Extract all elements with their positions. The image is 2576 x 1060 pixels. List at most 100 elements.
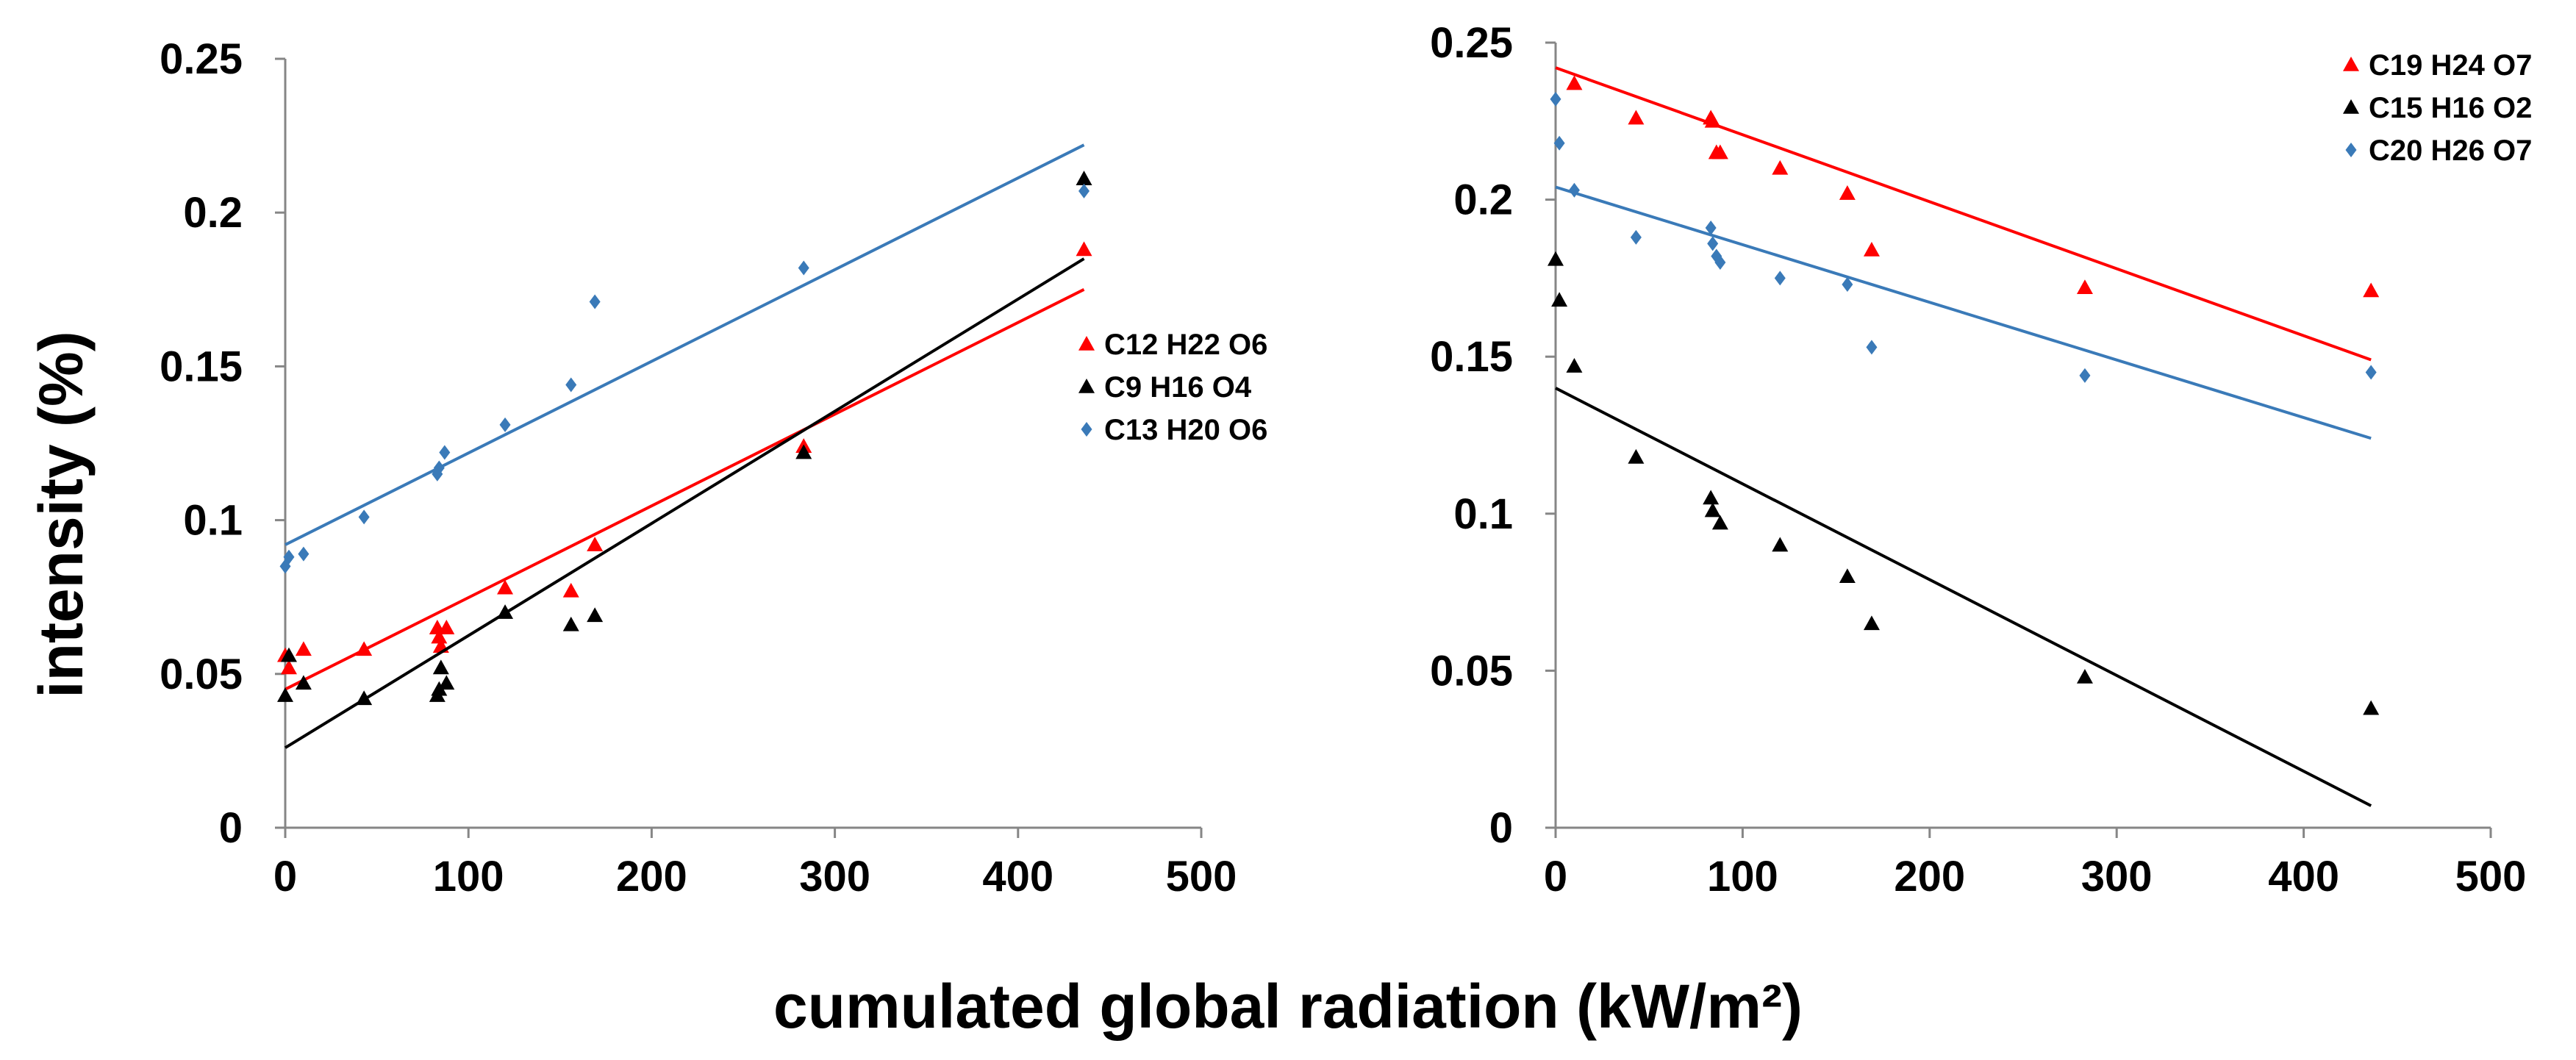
data-point	[1703, 490, 1720, 505]
data-point	[497, 579, 514, 595]
data-point	[439, 445, 451, 460]
data-point	[1076, 171, 1092, 185]
x-tick-label: 200	[616, 853, 687, 900]
data-point	[2363, 282, 2380, 298]
data-point	[438, 620, 455, 634]
trendline	[1555, 387, 2372, 807]
x-tick-label: 300	[2081, 853, 2153, 900]
y-tick-label: 0.25	[1430, 19, 1513, 67]
data-point	[497, 604, 514, 619]
legend-marker	[2343, 99, 2359, 114]
data-point	[295, 675, 312, 690]
data-point	[1711, 144, 1728, 160]
data-point	[298, 546, 310, 562]
y-tick-label: 0.1	[1453, 490, 1513, 538]
y-tick-label: 0.15	[160, 343, 243, 390]
trendline	[285, 143, 1085, 546]
x-tick-label: 500	[1166, 853, 1237, 900]
legend-label: C15 H16 O2	[2369, 92, 2532, 124]
x-tick-label: 400	[2268, 853, 2339, 900]
right-chart-panel: 0 0.05 0.1 0.15 0.2 0.25 0 100 200 300 400 500 C19 H…	[1430, 19, 2532, 900]
x-axis-title: cumulated global radiation (kW/m²)	[773, 972, 1803, 1041]
data-point	[295, 641, 312, 656]
data-point	[1704, 112, 1721, 128]
data-point	[1630, 229, 1642, 245]
data-point	[587, 607, 604, 623]
data-point	[1866, 340, 1878, 355]
legend-marker	[2343, 57, 2359, 71]
y-tick-label: 0.25	[160, 35, 243, 83]
data-point	[1707, 236, 1719, 251]
y-tick-label: 0.05	[160, 651, 243, 698]
data-point	[1566, 358, 1583, 373]
x-tick-label: 0	[1544, 853, 1567, 900]
data-point	[589, 294, 601, 309]
x-tick-label: 200	[1894, 853, 1965, 900]
data-point	[1076, 241, 1092, 257]
data-point	[283, 549, 295, 565]
data-point	[1842, 276, 1853, 292]
data-point	[1551, 292, 1568, 307]
data-point	[1553, 135, 1565, 151]
data-point	[280, 647, 297, 662]
data-point	[358, 509, 370, 525]
legend-label: C12 H22 O6	[1104, 329, 1267, 361]
data-point	[1566, 75, 1583, 90]
data-point	[2076, 279, 2093, 295]
data-point	[280, 659, 297, 675]
data-point	[2079, 368, 2091, 383]
data-point	[1705, 221, 1717, 236]
data-point	[798, 260, 809, 276]
x-tick-label: 500	[2455, 853, 2527, 900]
data-point	[1772, 160, 1789, 175]
data-point	[562, 616, 579, 631]
x-tick-label: 300	[799, 853, 870, 900]
legend-label: C20 H26 O7	[2369, 135, 2532, 167]
data-point	[1628, 448, 1645, 464]
data-point	[2363, 700, 2380, 715]
data-point	[1863, 241, 1880, 257]
data-point	[565, 377, 577, 393]
trendline	[285, 288, 1085, 691]
data-point	[1568, 182, 1580, 198]
legend-label: C13 H20 O6	[1104, 414, 1267, 446]
y-tick-label: 0.2	[1453, 176, 1513, 224]
data-point	[499, 417, 511, 432]
data-point	[1863, 615, 1880, 631]
legend-marker	[1078, 336, 1095, 351]
data-point	[432, 659, 449, 675]
data-point	[1774, 271, 1786, 286]
x-tick-label: 400	[982, 853, 1053, 900]
data-point	[1714, 255, 1726, 271]
y-tick-label: 0.05	[1430, 647, 1513, 695]
data-point	[587, 537, 604, 551]
data-point	[562, 582, 579, 598]
data-point	[1839, 568, 1856, 584]
y-axis-title: intensity (%)	[26, 331, 96, 698]
data-point	[356, 690, 373, 706]
legend-label: C9 H16 O4	[1104, 371, 1252, 404]
x-tick-label: 100	[433, 853, 504, 900]
data-point	[2365, 365, 2377, 380]
y-tick-label: 0	[219, 804, 243, 852]
legend-marker	[1081, 422, 1092, 437]
data-point	[1078, 183, 1090, 198]
trendline	[1555, 185, 2372, 440]
data-point	[1704, 502, 1721, 518]
data-point	[277, 687, 293, 702]
data-point	[433, 460, 445, 476]
data-point	[1772, 537, 1789, 552]
data-point	[1550, 91, 1561, 107]
legend-label: C19 H24 O7	[2369, 49, 2532, 82]
y-tick-label: 0.2	[183, 189, 243, 237]
data-point	[1711, 515, 1728, 530]
data-point	[438, 675, 455, 690]
x-tick-label: 100	[1707, 853, 1778, 900]
y-tick-label: 0.1	[183, 497, 243, 545]
data-point	[1839, 185, 1856, 200]
legend-marker	[1078, 379, 1095, 393]
legend-marker	[2345, 143, 2357, 157]
left-chart-panel: 0 0.05 0.1 0.15 0.2 0.25 0 100 200 300 400 500 C12 H…	[160, 35, 1267, 900]
data-point	[1548, 251, 1564, 266]
data-point	[795, 444, 812, 459]
